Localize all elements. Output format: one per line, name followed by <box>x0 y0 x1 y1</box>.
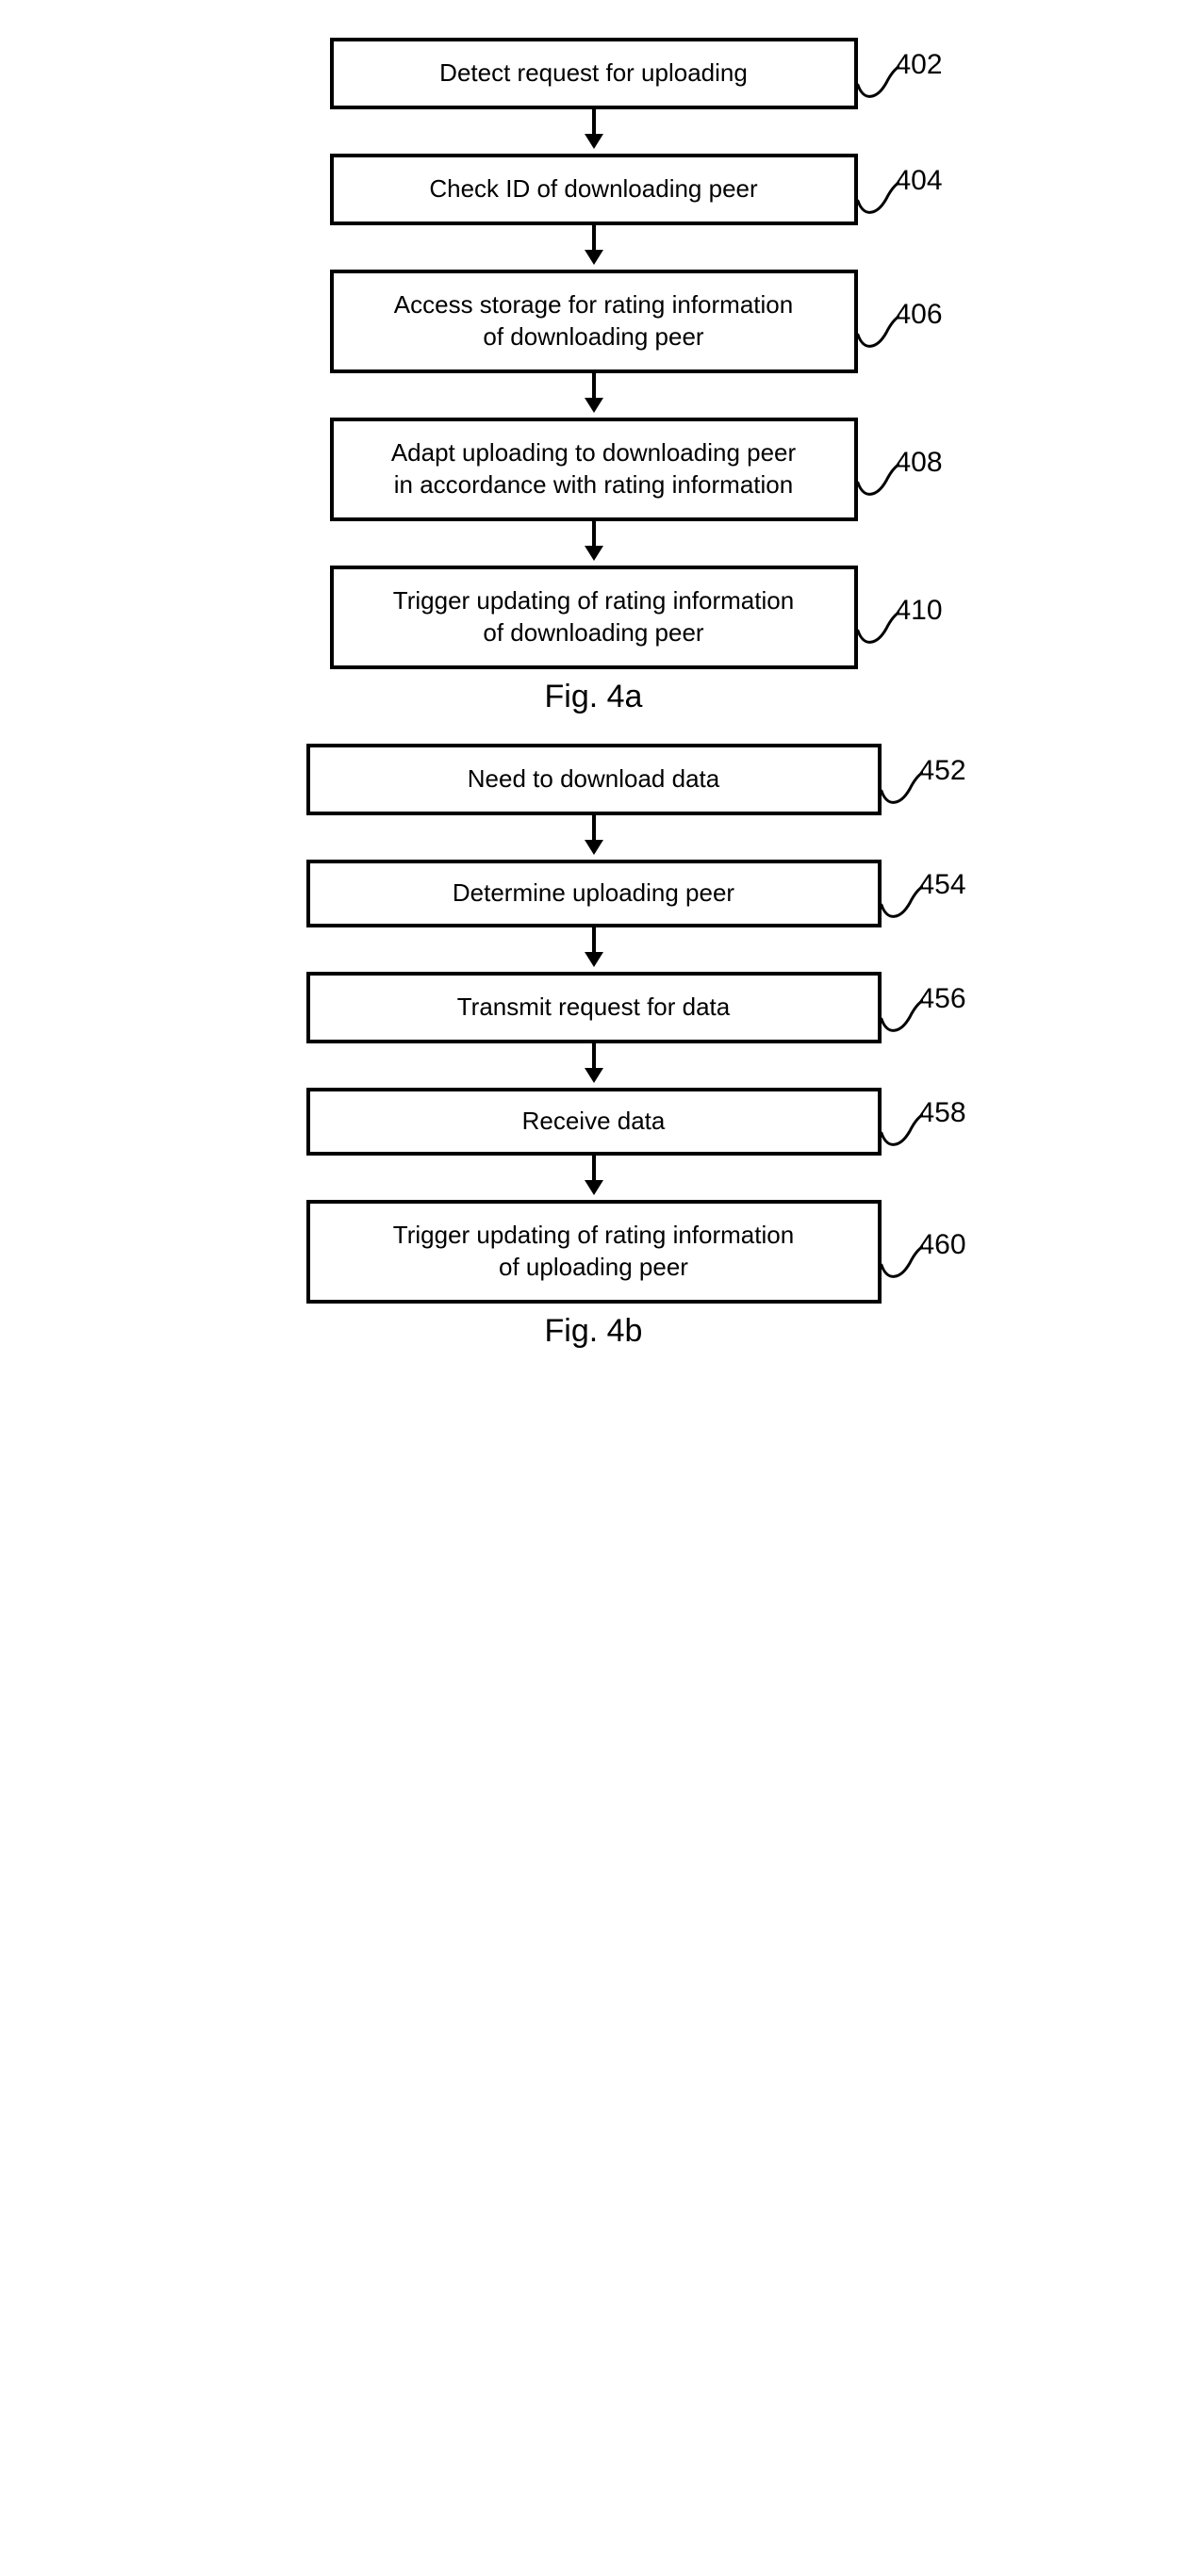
flow-step-text: Trigger updating of rating informationof… <box>393 585 794 649</box>
ref-label-wrap: 402 <box>858 38 943 109</box>
flow-step-box: Detect request for uploading <box>330 38 858 109</box>
flow-step-box: Determine uploading peer <box>306 860 882 927</box>
ref-number: 410 <box>896 595 943 627</box>
flow-step-row: Transmit request for data 456 <box>222 972 966 1043</box>
flow-step-row: Access storage for rating informationof … <box>245 270 943 373</box>
flow-step-text: Receive data <box>522 1106 666 1138</box>
flow-step-box: Receive data <box>306 1088 882 1156</box>
leader-curve <box>880 996 923 1038</box>
ref-label-wrap: 404 <box>858 154 943 225</box>
arrow-down-icon <box>581 521 607 561</box>
flow-step-box: Transmit request for data <box>306 972 882 1043</box>
flow-step-box: Adapt uploading to downloading peerin ac… <box>330 418 858 521</box>
ref-label-wrap: 458 <box>882 1088 966 1156</box>
arrow-connector <box>581 1156 607 1200</box>
arrow-connector <box>581 815 607 860</box>
leader-curve <box>856 460 899 501</box>
arrow-down-icon <box>581 109 607 149</box>
flow-step-row: Need to download data 452 <box>222 744 966 815</box>
flow-step-text: Trigger updating of rating informationof… <box>393 1220 794 1284</box>
flow-step-text: Adapt uploading to downloading peerin ac… <box>391 437 796 501</box>
ref-label-wrap: 460 <box>882 1200 966 1304</box>
ref-label-wrap: 456 <box>882 972 966 1043</box>
arrow-down-icon <box>581 927 607 967</box>
flow-step-box: Trigger updating of rating informationof… <box>330 566 858 669</box>
flow-step-row: Detect request for uploading 402 <box>245 38 943 109</box>
leader-curve <box>880 1110 923 1152</box>
arrow-connector <box>581 109 607 154</box>
flow-step-box: Check ID of downloading peer <box>330 154 858 225</box>
ref-label-wrap: 408 <box>858 418 943 521</box>
arrow-down-icon <box>581 1043 607 1083</box>
flow-step-box: Trigger updating of rating informationof… <box>306 1200 882 1304</box>
flow-step-box: Need to download data <box>306 744 882 815</box>
ref-number: 404 <box>896 165 943 197</box>
flow-step-row: Trigger updating of rating informationof… <box>245 566 943 669</box>
flow-step-text: Check ID of downloading peer <box>429 173 757 205</box>
flowchart-fig4a: Detect request for uploading 402 Check I… <box>245 38 943 715</box>
flow-step-row: Receive data 458 <box>222 1088 966 1156</box>
flow-step-text: Determine uploading peer <box>453 878 734 910</box>
flow-step-row: Trigger updating of rating informationof… <box>222 1200 966 1304</box>
arrow-down-icon <box>581 815 607 855</box>
leader-curve <box>856 608 899 649</box>
leader-curve <box>880 1242 923 1284</box>
flow-step-row: Determine uploading peer 454 <box>222 860 966 927</box>
leader-curve <box>880 882 923 924</box>
ref-label-wrap: 410 <box>858 566 943 669</box>
leader-curve <box>880 768 923 810</box>
arrow-down-icon <box>581 1156 607 1195</box>
flow-step-row: Adapt uploading to downloading peerin ac… <box>245 418 943 521</box>
flowchart-fig4b: Need to download data 452 Determine uplo… <box>222 744 966 1350</box>
leader-curve <box>856 62 899 104</box>
figure-caption: Fig. 4b <box>545 1313 643 1350</box>
figure-caption: Fig. 4a <box>545 679 643 715</box>
arrow-down-icon <box>581 225 607 265</box>
ref-label-wrap: 454 <box>882 860 966 927</box>
flow-step-box: Access storage for rating informationof … <box>330 270 858 373</box>
leader-curve <box>856 312 899 353</box>
ref-number: 454 <box>919 869 966 901</box>
arrow-down-icon <box>581 373 607 413</box>
leader-curve <box>856 178 899 220</box>
ref-number: 460 <box>919 1229 966 1261</box>
flow-step-text: Need to download data <box>468 763 719 796</box>
ref-number: 456 <box>919 983 966 1015</box>
arrow-connector <box>581 1043 607 1088</box>
arrow-connector <box>581 521 607 566</box>
arrow-connector <box>581 225 607 270</box>
ref-number: 452 <box>919 755 966 787</box>
flow-step-text: Transmit request for data <box>457 992 731 1024</box>
ref-number: 406 <box>896 299 943 331</box>
ref-label-wrap: 452 <box>882 744 966 815</box>
flow-step-row: Check ID of downloading peer 404 <box>245 154 943 225</box>
ref-number: 402 <box>896 49 943 81</box>
flow-step-text: Detect request for uploading <box>439 57 748 90</box>
ref-label-wrap: 406 <box>858 270 943 373</box>
ref-number: 458 <box>919 1097 966 1129</box>
flow-step-text: Access storage for rating informationof … <box>394 289 793 353</box>
ref-number: 408 <box>896 447 943 479</box>
arrow-connector <box>581 373 607 418</box>
arrow-connector <box>581 927 607 972</box>
